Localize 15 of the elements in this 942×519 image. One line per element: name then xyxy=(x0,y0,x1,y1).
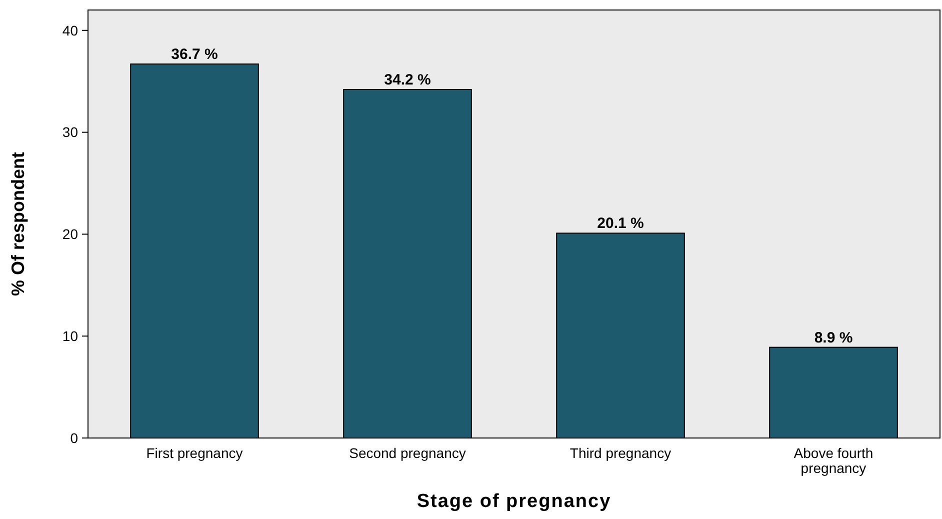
data-label: 8.9 % xyxy=(814,329,853,346)
y-tick-label: 10 xyxy=(62,328,78,344)
data-label: 34.2 % xyxy=(384,71,431,88)
x-tick-label: Second pregnancy xyxy=(349,445,466,461)
x-axis-title: Stage of pregnancy xyxy=(416,491,612,512)
x-tick-label: Above fourth pregnancy xyxy=(794,445,874,476)
x-tick-label: Third pregnancy xyxy=(570,445,672,461)
y-tick-label: 0 xyxy=(70,430,78,446)
y-tick-label: 40 xyxy=(62,22,78,38)
y-tick-label: 30 xyxy=(62,124,78,140)
x-tick-label: First pregnancy xyxy=(146,445,243,461)
y-tick-label: 20 xyxy=(62,226,78,242)
data-label: 36.7 % xyxy=(171,46,218,64)
y-axis-title: % Of respondent xyxy=(8,152,28,296)
data-label: 20.1 % xyxy=(597,215,644,232)
